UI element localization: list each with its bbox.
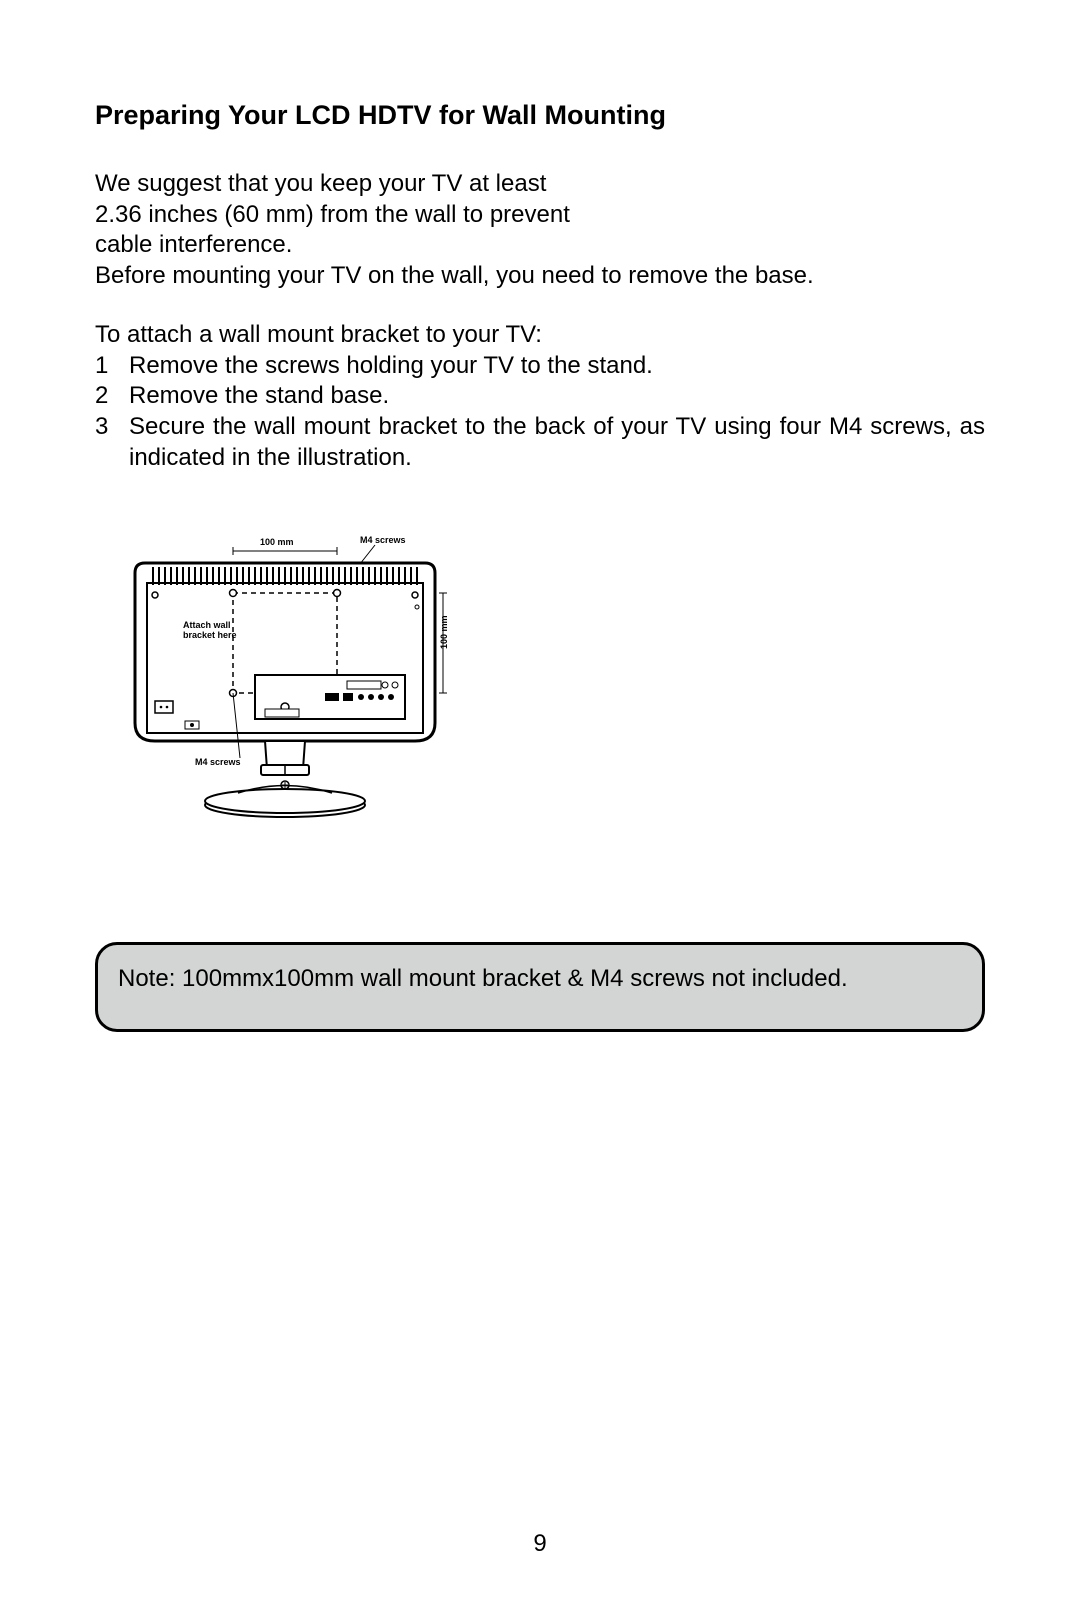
steps-list: 1 Remove the screws holding your TV to t…: [95, 351, 985, 474]
before-mount-line: Before mounting your TV on the wall, you…: [95, 261, 985, 292]
step-number: 2: [95, 381, 129, 412]
section-title: Preparing Your LCD HDTV for Wall Mountin…: [95, 100, 985, 131]
step-text: Remove the stand base.: [129, 381, 985, 412]
intro-line-1: We suggest that you keep your TV at leas…: [95, 169, 985, 200]
label-side-dim: 100 mm: [439, 616, 449, 650]
intro-line-2: 2.36 inches (60 mm) from the wall to pre…: [95, 200, 985, 231]
note-box: Note: 100mmx100mm wall mount bracket & M…: [95, 942, 985, 1032]
intro-line-3: cable interference.: [95, 230, 985, 261]
label-top-screws: M4 screws: [360, 535, 406, 545]
tv-illustration: 100 mm M4 screws: [125, 533, 485, 833]
step-text: Secure the wall mount bracket to the bac…: [129, 412, 985, 473]
step-1: 1 Remove the screws holding your TV to t…: [95, 351, 985, 382]
page-number: 9: [0, 1530, 1080, 1558]
step-3: 3 Secure the wall mount bracket to the b…: [95, 412, 985, 473]
label-top-dim: 100 mm: [260, 537, 294, 547]
step-text: Remove the screws holding your TV to the…: [129, 351, 985, 382]
step-2: 2 Remove the stand base.: [95, 381, 985, 412]
body-text: We suggest that you keep your TV at leas…: [95, 169, 985, 473]
intro-paragraph: We suggest that you keep your TV at leas…: [95, 169, 985, 292]
step-number: 3: [95, 412, 129, 473]
step-number: 1: [95, 351, 129, 382]
attach-heading: To attach a wall mount bracket to your T…: [95, 320, 985, 351]
label-bracket-2: bracket here: [183, 630, 237, 640]
label-bracket-1: Attach wall: [183, 620, 231, 630]
label-bottom-screws: M4 screws: [195, 757, 241, 767]
page: Preparing Your LCD HDTV for Wall Mountin…: [0, 0, 1080, 1618]
note-text: Note: 100mmx100mm wall mount bracket & M…: [118, 965, 962, 993]
